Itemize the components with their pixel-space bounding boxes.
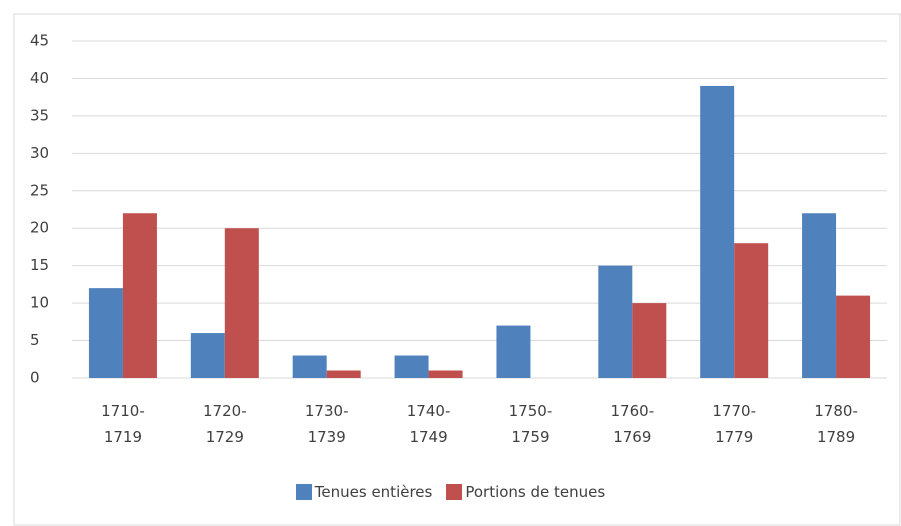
chart-border — [13, 13, 901, 526]
y-tick-label: 25 — [30, 181, 49, 199]
x-tick-label: 1750-1759 — [508, 402, 553, 446]
y-tick-label: 30 — [30, 144, 49, 162]
y-tick-label: 5 — [30, 331, 40, 349]
legend-swatch — [295, 484, 312, 500]
bar — [88, 288, 123, 378]
bar — [496, 325, 531, 378]
x-tick-label: 1720-1729 — [203, 402, 247, 446]
x-tick-label: 1760-1769 — [610, 402, 655, 446]
y-tick-label: 20 — [30, 219, 49, 237]
bar — [428, 370, 463, 378]
bar — [734, 243, 769, 378]
y-tick-label: 0 — [30, 369, 40, 387]
y-tick-label: 45 — [30, 32, 49, 50]
bar — [836, 295, 871, 378]
bar — [700, 85, 735, 378]
x-tick-label: 1710-1719 — [101, 402, 145, 446]
bar — [122, 213, 157, 378]
bar — [190, 333, 225, 378]
bar — [292, 355, 327, 378]
x-tick-label: 1730-1739 — [304, 402, 349, 446]
legend-item: Portions de tenues — [446, 483, 605, 501]
legend-swatch — [446, 484, 463, 500]
x-tick-label: 1770-1779 — [712, 402, 756, 446]
bar — [802, 213, 837, 378]
y-tick-label: 40 — [30, 69, 49, 87]
x-tick-label: 1740-1749 — [406, 402, 451, 446]
x-tick-label: 1780-1789 — [814, 402, 858, 446]
bar — [632, 303, 667, 378]
legend-label: Tenues entières — [314, 483, 433, 501]
bar — [224, 228, 259, 378]
y-tick-label: 35 — [30, 106, 49, 124]
bar — [598, 265, 633, 378]
legend-label: Portions de tenues — [465, 483, 606, 501]
bar — [326, 370, 361, 378]
legend: Tenues entières Portions de tenues — [0, 483, 901, 501]
legend-item: Tenues entières — [295, 483, 433, 501]
y-tick-label: 10 — [30, 294, 49, 312]
y-tick-label: 15 — [30, 256, 49, 274]
bar — [394, 355, 429, 378]
